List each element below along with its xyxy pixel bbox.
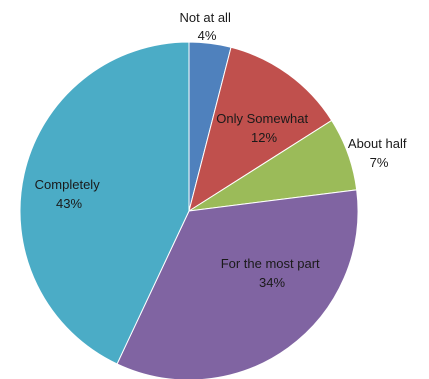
label-only-somewhat: Only Somewhat 12% [216,111,311,145]
label-for-the-most-part: For the most part 34% [221,256,324,290]
pie-labels: Not at all 4% Only Somewhat 12% About ha… [35,10,410,290]
pie-slice-only-somewhat [188,46,333,213]
pie-slice-for-the-most-part [116,189,359,379]
label-about-half: About half 7% [348,136,410,170]
label-not-at-all: Not at all 4% [180,10,235,43]
pie-slices [19,41,359,379]
label-completely: Completely 43% [35,177,104,211]
pie-slice-completely [19,41,190,365]
